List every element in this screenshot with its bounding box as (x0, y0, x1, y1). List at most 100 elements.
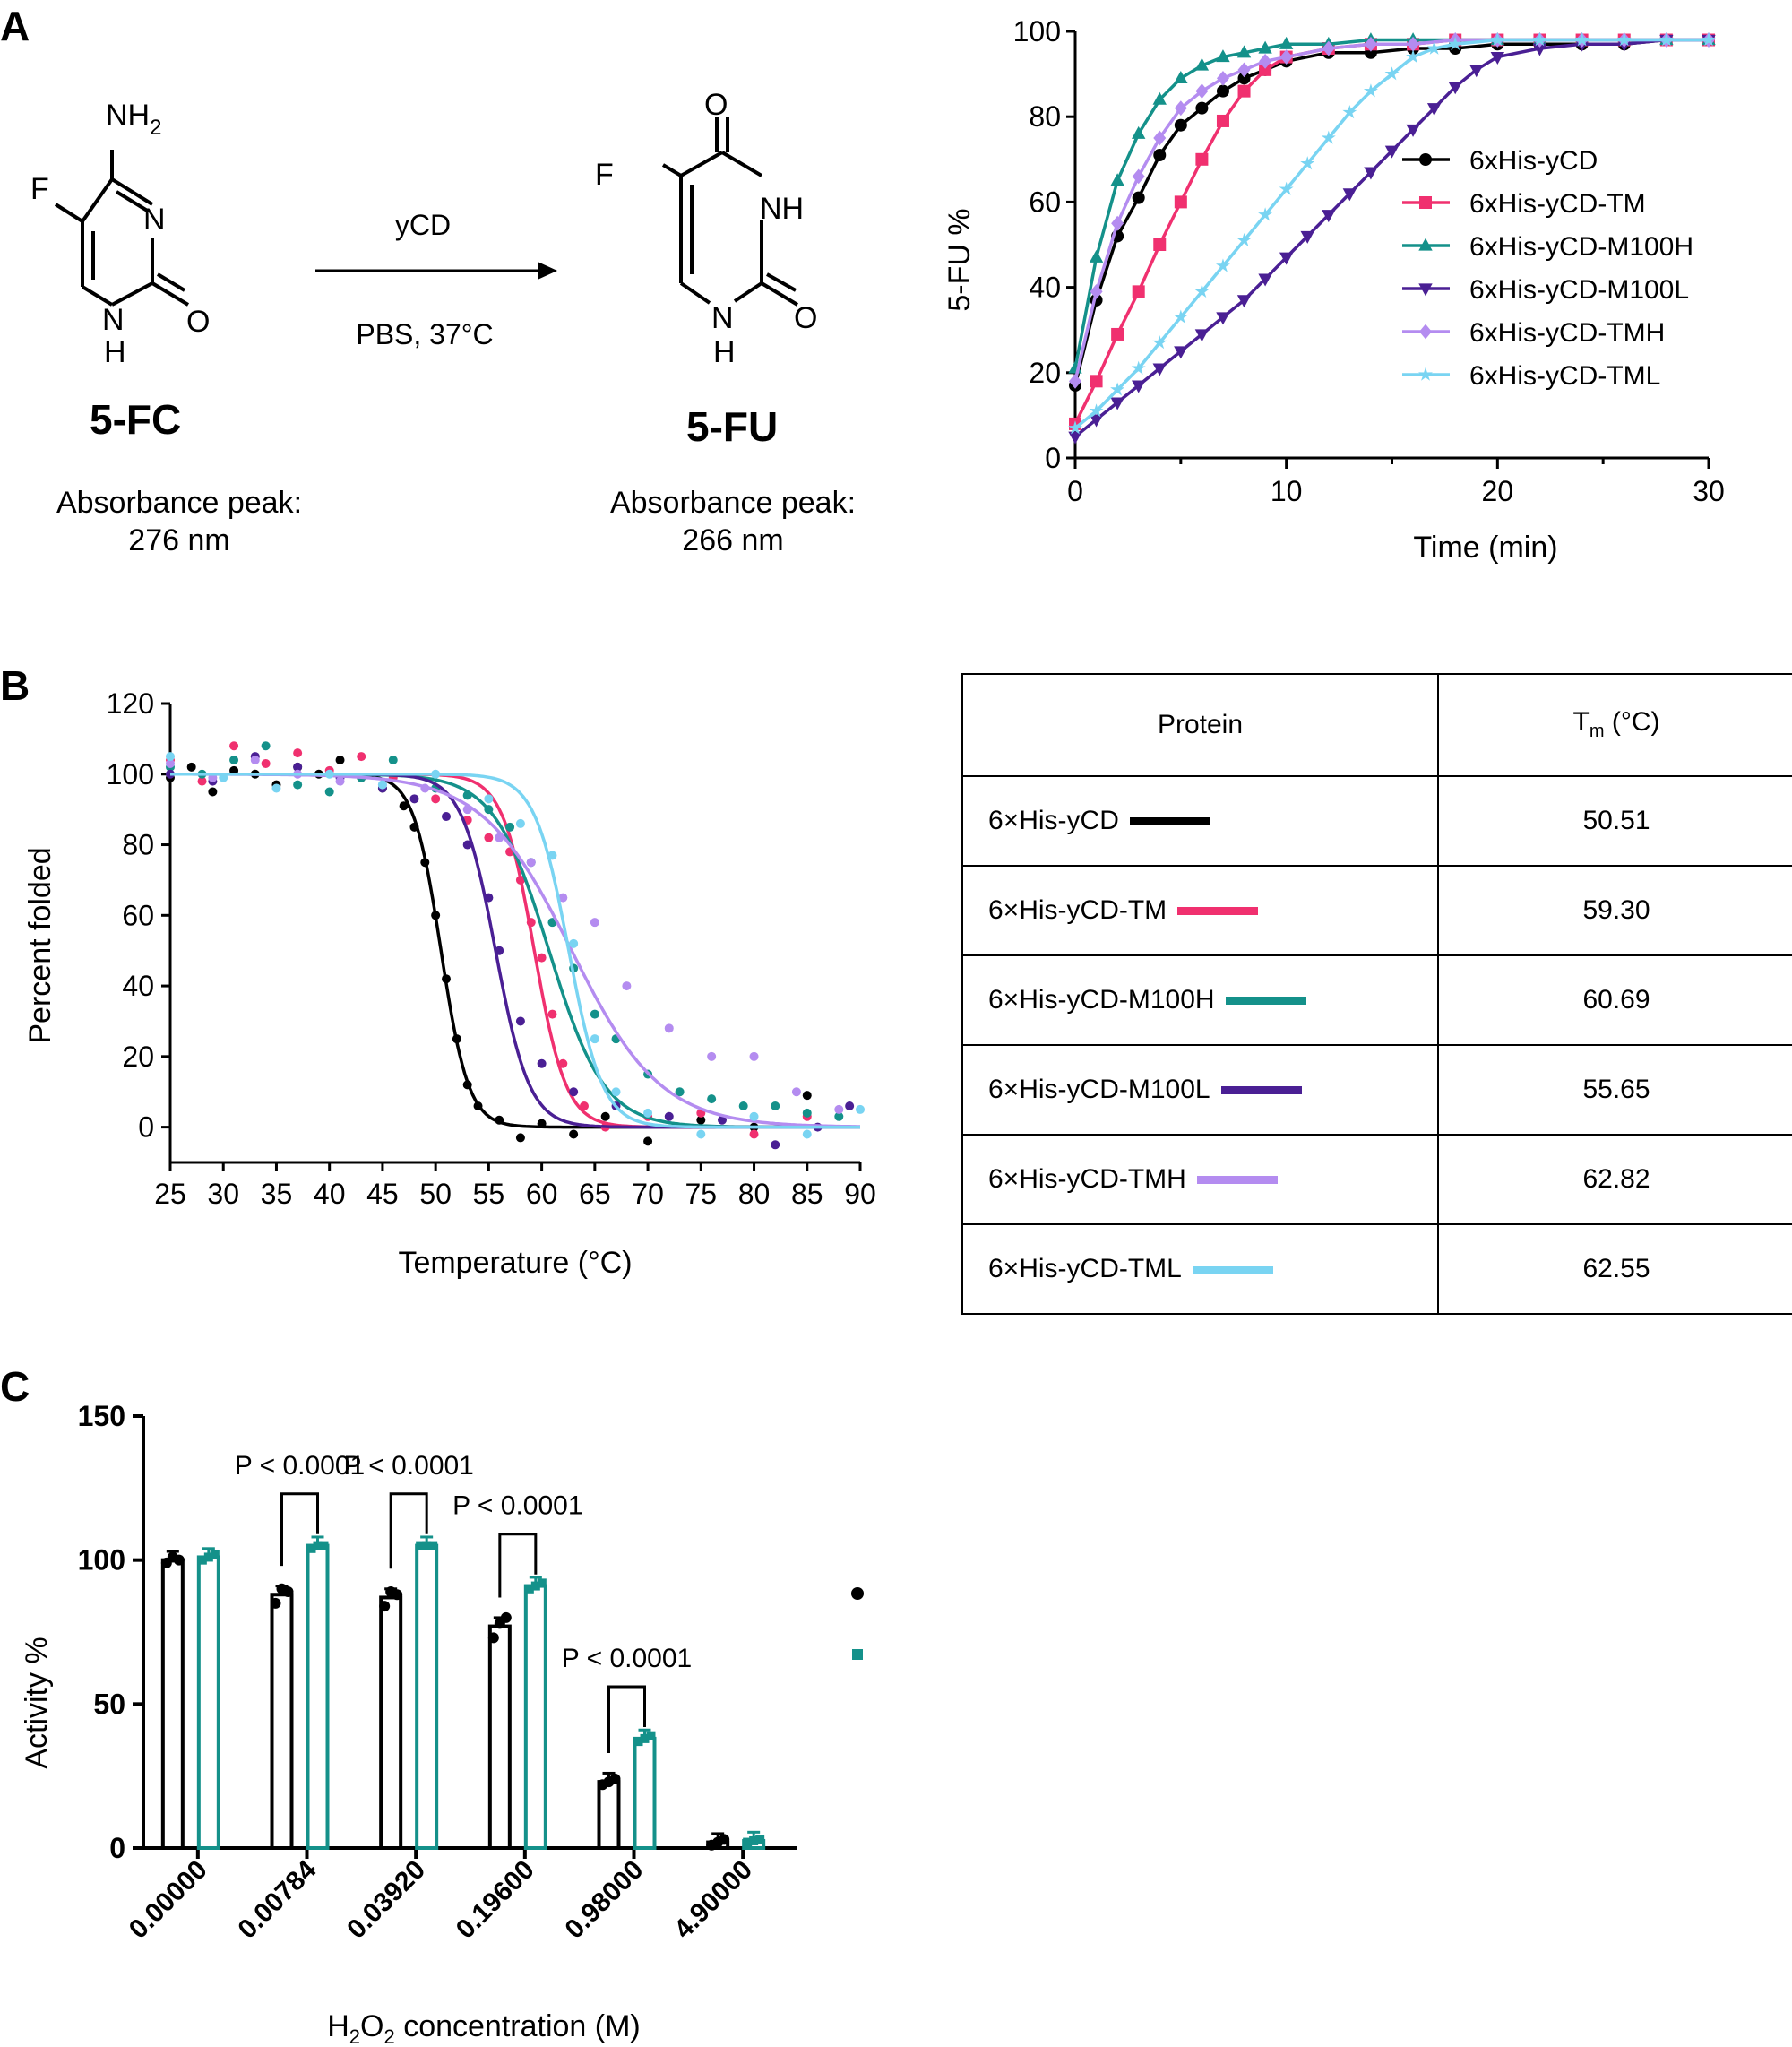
thermal-data-point (431, 911, 441, 920)
product-peak-label: Absorbance peak: (610, 486, 856, 520)
oxidation-x-tick-label: 0.19600 (451, 1855, 540, 1945)
oxidation-replicate-point (524, 1584, 534, 1594)
thermal-data-point (515, 875, 525, 885)
thermal-data-point (388, 756, 398, 765)
thermal-y-tick-label: 0 (138, 1111, 154, 1144)
kinetics-x-tick-label: 20 (1482, 475, 1514, 507)
thermal-y-tick-label: 80 (122, 829, 154, 861)
thermal-data-point (271, 783, 281, 793)
kinetics-data-point (1174, 118, 1187, 132)
kinetics-data-point (1153, 238, 1167, 251)
thermal-data-point (558, 893, 568, 903)
protein-name: 6×His-yCD-TML (988, 1253, 1182, 1283)
thermal-x-tick-label: 70 (632, 1178, 664, 1210)
thermal-fit-curve (170, 773, 860, 1129)
conditions-label: PBS, 37°C (356, 318, 493, 350)
kinetics-data-point (1195, 101, 1209, 115)
thermal-data-point (261, 758, 271, 768)
thermal-data-point (335, 756, 345, 765)
thermal-data-point (409, 794, 419, 804)
thermal-data-point (293, 748, 303, 758)
thermal-data-point (834, 1111, 844, 1121)
substrate-peak-label: Absorbance peak: (56, 486, 302, 520)
oxidation-replicate-point (422, 1541, 432, 1550)
thermal-data-point (335, 776, 345, 786)
kinetics-legend-marker (1418, 238, 1433, 251)
oxidation-replicate-point (646, 1731, 656, 1740)
kinetics-data-point (1152, 91, 1167, 105)
kinetics-x-axis-label: Time (min) (1413, 531, 1557, 565)
kinetics-data-point (1426, 40, 1442, 55)
line-swatch-icon (1192, 1265, 1273, 1274)
oxidation-bar-chart: Activity % H2O2 concentration (M) 0 50 100… (20, 1400, 864, 2047)
thermal-data-point (537, 1119, 547, 1128)
thermal-data-point (462, 805, 472, 815)
kinetics-data-point (1152, 363, 1167, 376)
kinetics-data-point (1110, 173, 1124, 186)
kinetics-legend-label: 6xHis-yCD (1469, 146, 1598, 176)
atom-n-product: N (711, 301, 734, 335)
kinetics-data-point (1111, 327, 1124, 341)
melting-temperature-table: Protein Tm (°C) 6×His-yCD 50.51 6×His-yC… (961, 673, 1792, 1316)
thermal-x-tick-label: 85 (791, 1178, 823, 1210)
kinetics-y-tick-label: 40 (1029, 272, 1061, 304)
atom-f: F (30, 172, 49, 206)
kinetics-data-point (1110, 382, 1125, 396)
thermal-data-point (515, 1133, 525, 1143)
kinetics-data-point (1131, 360, 1146, 375)
thermal-data-point (834, 1104, 844, 1114)
kinetics-data-point (1194, 57, 1210, 71)
significance-label: P < 0.0001 (235, 1451, 365, 1481)
oxidation-replicate-point (530, 1581, 540, 1591)
kinetics-data-point (1089, 249, 1104, 263)
kinetics-legend-label: 6xHis-yCD-M100L (1469, 275, 1689, 305)
kinetics-data-point (1364, 167, 1378, 180)
kinetics-data-point (1153, 149, 1167, 162)
thermal-x-tick-label: 25 (154, 1178, 186, 1210)
thermal-data-point (718, 1115, 727, 1125)
kinetics-legend-marker (1419, 324, 1432, 340)
thermal-data-point (771, 1140, 780, 1150)
significance-bracket (280, 1492, 319, 1567)
thermal-data-point (707, 1094, 717, 1104)
atom-h-product: H (713, 335, 736, 369)
thermal-data-point (166, 758, 175, 768)
arrow-head-icon (538, 262, 557, 280)
kinetics-y-tick-label: 100 (1013, 15, 1061, 48)
thermal-data-point (802, 1129, 812, 1139)
kinetics-data-point (1384, 66, 1400, 81)
kinetics-legend-marker (1418, 283, 1433, 297)
thermal-data-point (537, 953, 547, 963)
thermal-data-point (558, 1058, 568, 1068)
kinetics-data-point (1194, 283, 1210, 298)
oxidation-replicate-point (428, 1541, 438, 1550)
thermal-data-point (622, 981, 632, 991)
thermal-data-point (484, 805, 494, 815)
oxidation-bar (487, 1624, 512, 1850)
kinetics-data-point (1658, 32, 1674, 47)
kinetics-y-tick-label: 80 (1029, 100, 1061, 133)
oxidation-bar (379, 1595, 403, 1850)
oxidation-x-tick-label: 0.00000 (124, 1855, 213, 1945)
thermal-data-point (569, 1129, 579, 1139)
kinetics-data-point (1090, 283, 1103, 299)
oxidation-x-axis-label: H2O2 concentration (M) (327, 2009, 641, 2047)
thermal-data-point (409, 822, 419, 832)
thermal-data-point (664, 1024, 674, 1033)
atom-n: N (143, 203, 166, 237)
thermal-fit-curve (170, 773, 860, 1129)
thermal-data-point (771, 1101, 780, 1110)
kinetics-data-point (1132, 168, 1145, 185)
kinetics-data-point (1406, 124, 1420, 137)
thermal-data-point (707, 1051, 717, 1061)
thermal-data-point (462, 790, 472, 800)
kinetics-data-point (1132, 191, 1145, 204)
kinetics-data-point (1258, 273, 1272, 287)
thermal-data-point (324, 769, 334, 779)
kinetics-data-point (1490, 32, 1505, 47)
kinetics-data-point (1279, 49, 1293, 65)
oxidation-bar (523, 1584, 547, 1850)
thermal-data-point (749, 1051, 759, 1061)
oxidation-bar (633, 1736, 657, 1851)
oxidation-replicate-point (210, 1550, 220, 1559)
